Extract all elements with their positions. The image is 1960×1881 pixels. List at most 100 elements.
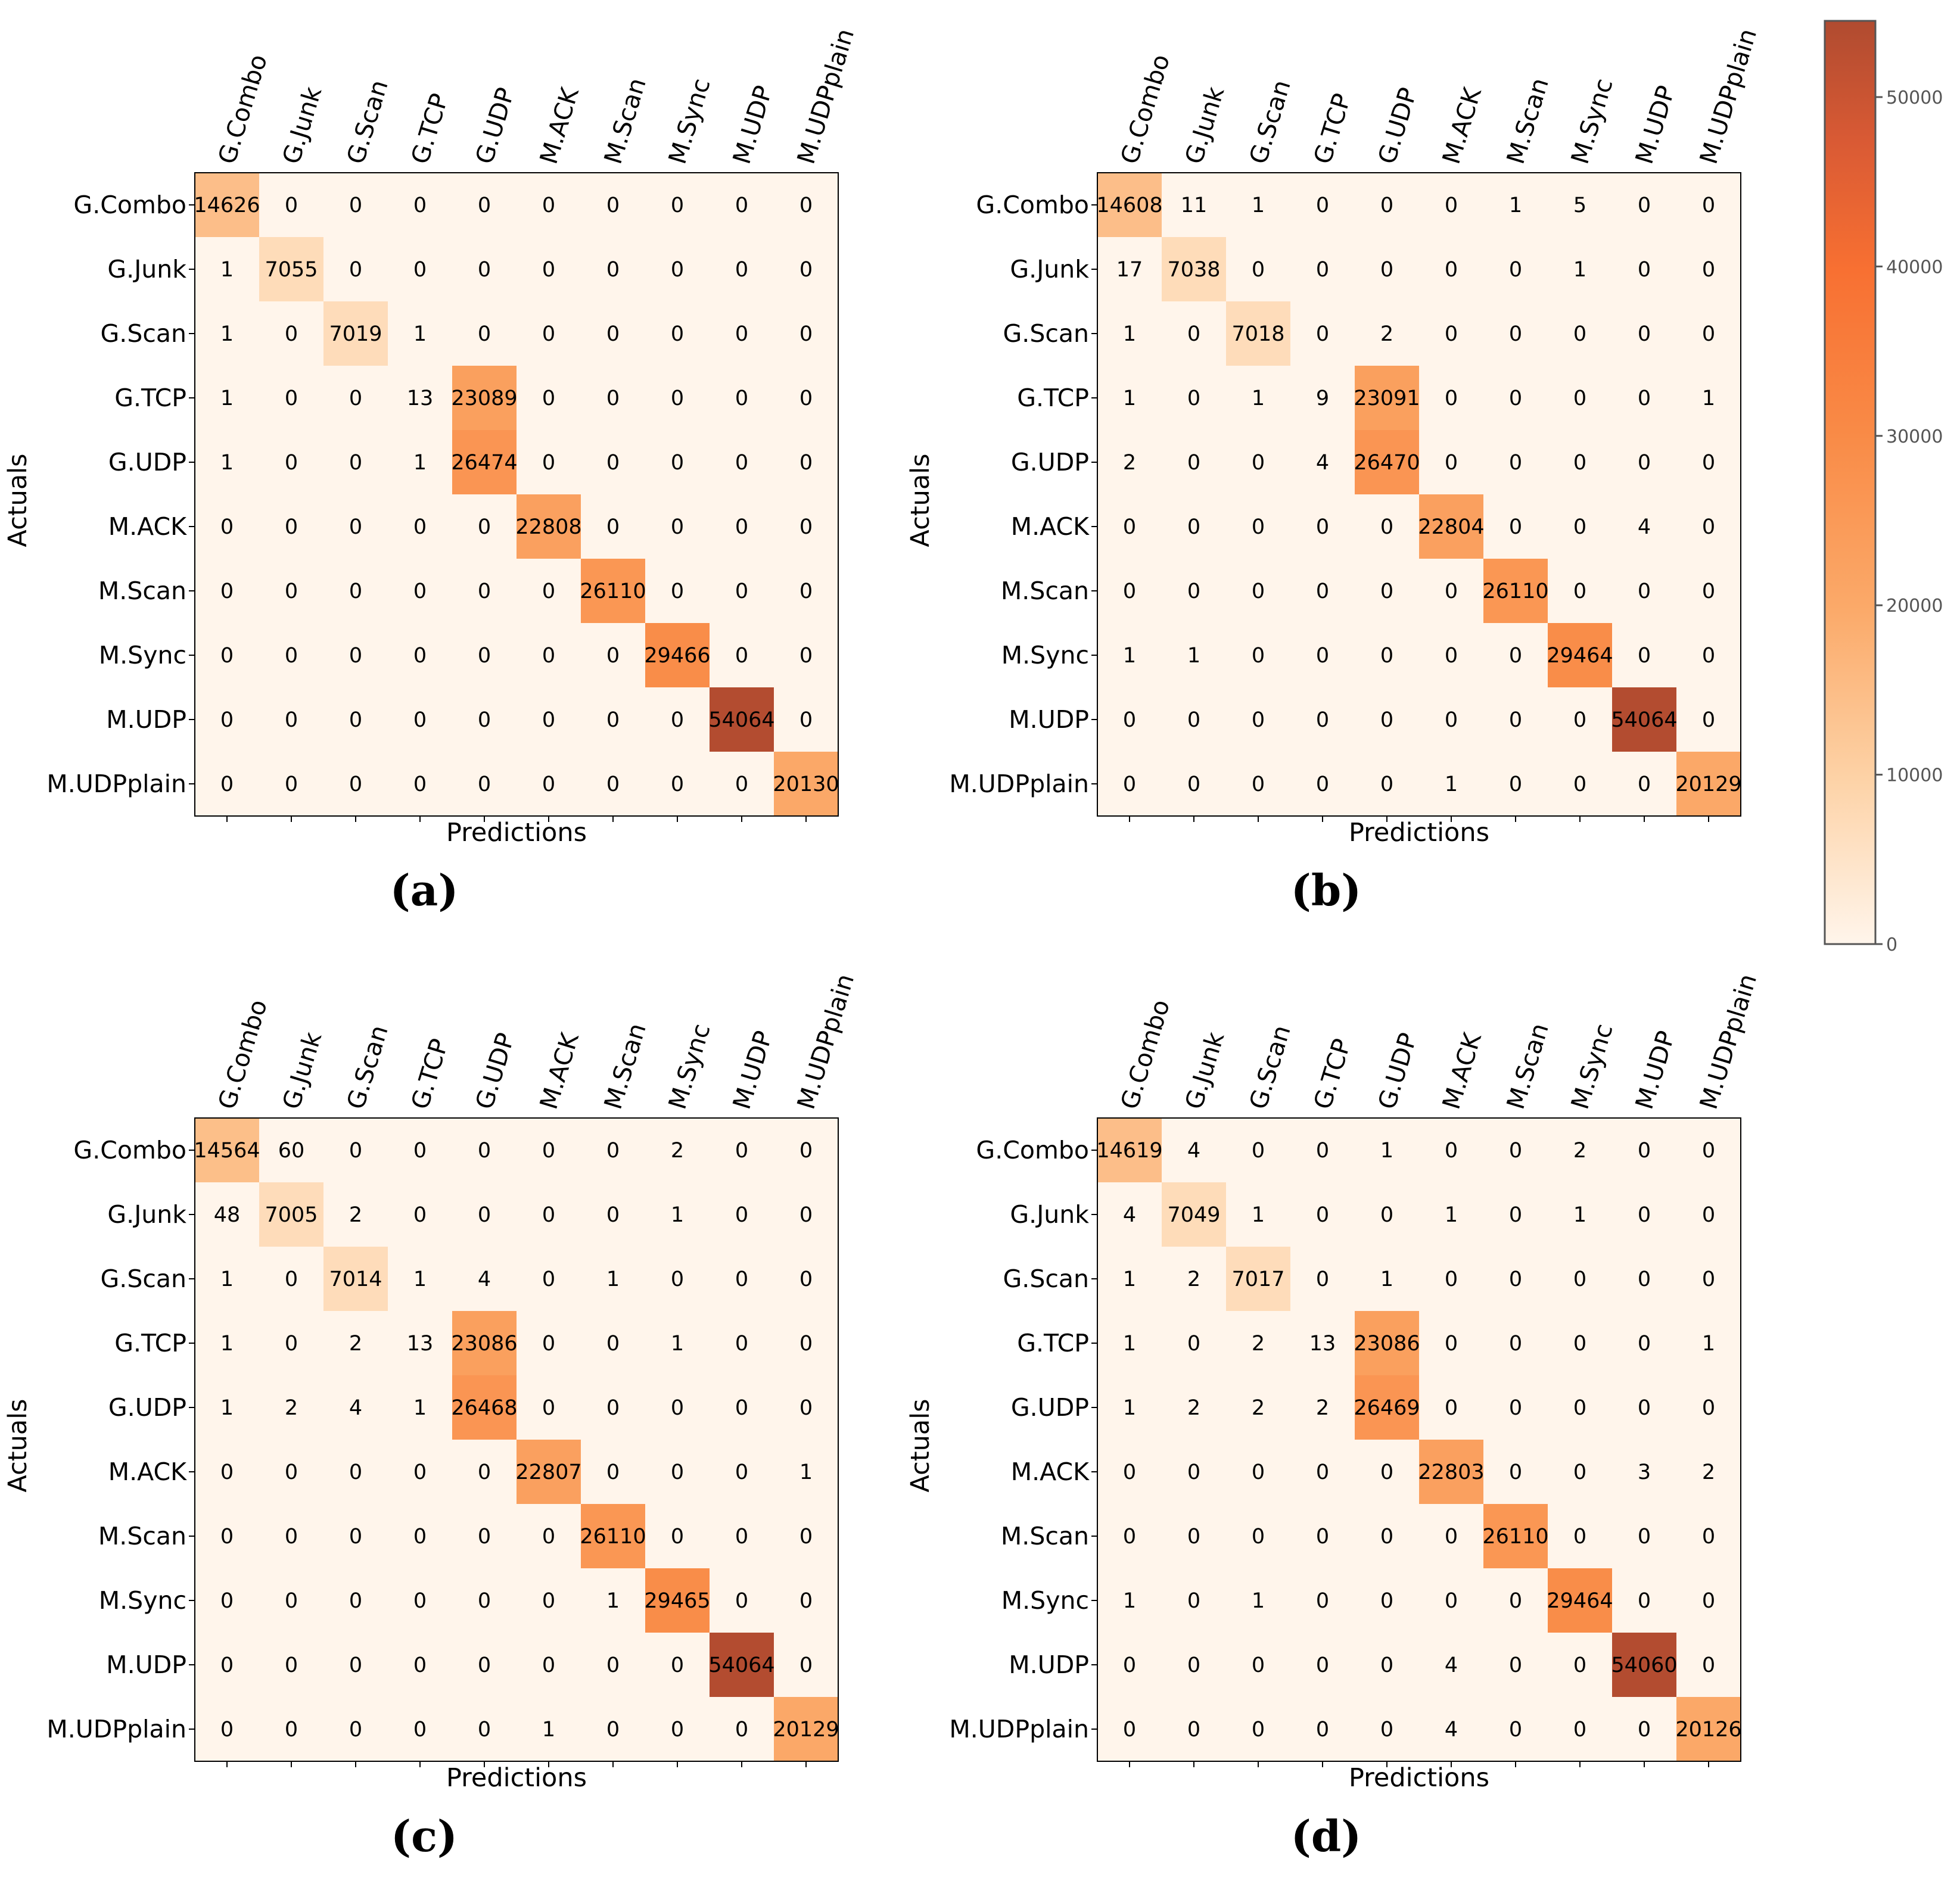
cell-value-label: 1 [1252,1203,1265,1227]
cell-value-label: 0 [1509,708,1522,732]
heatmap-cell [1290,623,1355,688]
cell-value-label: 1 [1123,322,1136,346]
y-tick-label: G.TCP [1017,1329,1089,1357]
cell-value-label: 0 [1445,580,1458,603]
cell-value-label: 1 [413,1396,427,1420]
x-tick-label: G.Combo [213,51,273,167]
heatmap-cell [645,1633,710,1698]
heatmap-cell [1483,173,1548,238]
heatmap-cell [1355,1247,1420,1312]
cell-value-label: 0 [478,515,491,539]
panel-label: (a) [390,865,459,915]
x-tick-label: M.Sync [1566,75,1619,167]
cell-value-label: 0 [1638,322,1651,346]
cell-value-label: 1 [671,1203,684,1227]
cell-value-label: 0 [606,1396,620,1420]
heatmap-cell [774,430,839,495]
heatmap-cell [1162,1633,1227,1698]
cell-value-label: 2 [285,1396,298,1420]
heatmap-cell [645,1568,710,1633]
cell-value-label: 0 [1702,708,1715,732]
cell-value-label: 22808 [515,515,581,539]
heatmap-cell [710,623,774,688]
cell-value-label: 0 [478,644,491,668]
cell-value-label: 0 [1123,1718,1136,1742]
heatmap-cell [195,1633,260,1698]
heatmap-cell [581,559,646,624]
heatmap-cell [1612,1568,1677,1633]
heatmap-cell [1226,1568,1291,1633]
heatmap-cell [774,173,839,238]
cell-value-label: 14626 [194,194,260,217]
cell-value-label: 0 [1187,1332,1200,1356]
heatmap-cell [1483,1504,1548,1569]
heatmap-cell [452,173,517,238]
cell-value-label: 0 [1187,1653,1200,1677]
cell-value-label: 0 [1380,580,1393,603]
heatmap-cell [1162,1440,1227,1505]
x-axis-title: Predictions [1349,818,1489,848]
heatmap-cell [774,687,839,752]
cell-value-label: 0 [1509,1268,1522,1291]
heatmap-cell [1162,1118,1227,1183]
heatmap-cell [1355,623,1420,688]
heatmap-cell [323,687,388,752]
cell-value-label: 11 [1181,194,1208,217]
heatmap-cell [388,1118,453,1183]
x-axis-title: Predictions [446,1763,587,1793]
y-tick-label: M.UDP [1009,1650,1089,1679]
heatmap-cell [1483,494,1548,559]
heatmap-cell [452,366,517,431]
heatmap-cell [259,752,324,817]
cell-value-label: 0 [799,515,813,539]
cell-value-label: 0 [1509,387,1522,410]
heatmap-cell [388,1375,453,1440]
heatmap-cell [1355,1633,1420,1698]
y-tick-label: G.Junk [107,1200,186,1229]
cell-value-label: 0 [349,515,362,539]
cell-value-label: 0 [478,194,491,217]
x-tick-label: G.Combo [213,996,273,1113]
cell-value-label: 0 [1123,708,1136,732]
heatmap-cell [323,1247,388,1312]
heatmap-cell [1419,1440,1484,1505]
cell-value-label: 0 [413,580,427,603]
heatmap-cell [1676,752,1741,817]
heatmap-cell [1483,623,1548,688]
cell-value-label: 0 [1638,1396,1651,1420]
y-axis-title: Actuals [3,453,33,547]
cell-value-label: 0 [1123,1525,1136,1549]
colorbar-tick-label: 30000 [1886,426,1943,447]
heatmap-cell [1612,623,1677,688]
heatmap-cell [1226,623,1291,688]
x-tick-label: M.Sync [663,1020,716,1113]
cell-value-label: 2 [671,1139,684,1163]
cell-value-label: 0 [671,451,684,475]
x-tick-label: G.Scan [341,77,394,167]
cell-value-label: 0 [671,1718,684,1742]
heatmap-cell [1676,559,1741,624]
heatmap-cell [1097,1118,1162,1183]
heatmap-cell [1226,366,1291,431]
cell-value-label: 0 [1702,1396,1715,1420]
heatmap-cell [1162,1504,1227,1569]
heatmap-cell [1419,1375,1484,1440]
cell-value-label: 13 [1309,1332,1336,1356]
heatmap-cell [774,1375,839,1440]
heatmap-cell [1226,1311,1291,1376]
cell-value-label: 0 [1509,258,1522,282]
heatmap-cell [1290,752,1355,817]
cell-value-label: 0 [1638,773,1651,796]
heatmap-cell [645,237,710,302]
heatmap-cell [1226,173,1291,238]
cell-value-label: 0 [1187,708,1200,732]
cell-value-label: 2 [1702,1460,1715,1484]
cell-value-label: 23091 [1354,387,1420,410]
cell-value-label: 0 [1445,258,1458,282]
heatmap-cell [517,430,581,495]
heatmap-cell [710,1182,774,1247]
heatmap-cell [1097,752,1162,817]
x-tick-label: G.Scan [1244,77,1296,167]
cell-value-label: 0 [1573,387,1586,410]
y-tick-label: M.ACK [1011,1458,1090,1486]
